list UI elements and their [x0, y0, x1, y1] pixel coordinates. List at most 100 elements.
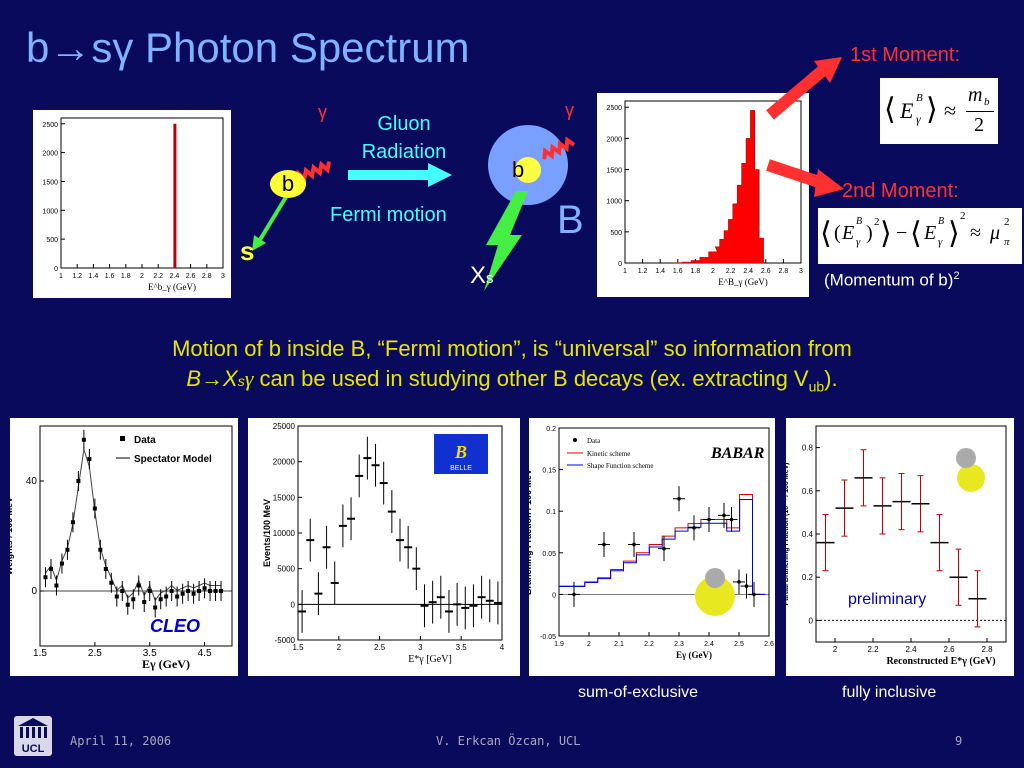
B-meson-label: B	[557, 198, 584, 242]
x-tick-label: 1	[59, 273, 63, 280]
ucl-portico-icon	[18, 718, 48, 738]
x-tick-label: 2	[337, 643, 342, 652]
legend-model: Spectator Model	[134, 454, 212, 465]
x-tick-label: 3.5	[143, 648, 157, 659]
y-axis-label: Weights / 100 MeV	[10, 497, 14, 575]
data-point	[81, 437, 86, 442]
y-tick-label: 2000	[42, 151, 58, 158]
x-tick-label: 1	[623, 268, 627, 275]
data-point	[191, 591, 196, 596]
moment-arrows	[766, 57, 844, 197]
y-tick-label: 0.4	[802, 530, 814, 539]
y-tick-label: 1500	[606, 168, 622, 175]
y-tick-label: 0	[618, 261, 622, 268]
data-point	[752, 592, 756, 597]
y-tick-label: 500	[610, 230, 622, 237]
y-tick-label: 15000	[273, 493, 296, 502]
B-meson-spectrum-plot: 1 1.2 1.4 1.6 1.8 2 2.2 2.4 2.6 2.8 3 0 500 1000 1500 2…	[597, 93, 809, 297]
caption-sum-of-exclusive: sum-of-exclusive	[578, 684, 699, 701]
b-quark-spectrum-plot: 1 1.2 1.4 1.6 1.8 2 2.2 2.4 2.6 2.8 3 0 500 1000 1500 2…	[33, 110, 231, 298]
x-tick-label: 2.8	[779, 268, 789, 275]
belle-logo-box	[434, 434, 488, 474]
x-tick-label: 2.2	[726, 268, 736, 275]
data-point	[65, 547, 70, 552]
y-tick-label: 0	[291, 600, 296, 609]
x-tick-label: 2.6	[186, 273, 196, 280]
x-tick-label: 1.2	[72, 273, 82, 280]
y-tick-label: 25000	[273, 422, 296, 431]
legend-data: Data	[587, 437, 601, 445]
slide-title: b→sγ Photon Spectrum	[26, 24, 470, 72]
x-axis-label: E*γ [GeV]	[408, 654, 452, 665]
footer-page-number: 9	[955, 734, 963, 748]
y-tick-label: -0.05	[540, 634, 556, 641]
data-point	[120, 589, 125, 593]
x-tick-label: 1.6	[105, 273, 115, 280]
x-tick-label: 1.5	[33, 648, 47, 659]
y-tick-label: 0.2	[546, 426, 556, 433]
y-tick-label: 1500	[42, 179, 58, 186]
second-moment-equation: ⟨ ( E B γ ) 2 ⟩ − ⟨ E B γ ⟩ 2 ≈ μ 2 π	[818, 208, 1022, 264]
caption-fully-inclusive: fully inclusive	[842, 684, 937, 701]
y-tick-label: 0	[31, 586, 37, 597]
x-tick-label: 2.4	[704, 641, 714, 648]
y-tick-label: 2500	[42, 122, 58, 129]
data-point	[136, 583, 141, 588]
data-point	[54, 583, 59, 588]
belle-logo-text: BELLE	[450, 465, 472, 472]
data-point	[98, 547, 103, 552]
y-tick-label: 500	[46, 237, 58, 244]
x-tick-label: 2.4	[170, 273, 180, 280]
y-tick-label: 0.6	[802, 487, 814, 496]
data-point	[175, 594, 180, 599]
babar-inclusive-plot: 2 2.2 2.4 2.6 2.8 0 0.2 0.4 0.6 0.8 Reconstructed …	[783, 418, 1014, 676]
photon-squiggle-right	[542, 136, 576, 160]
data-point	[602, 542, 606, 547]
x-tick-label: 1.8	[121, 273, 131, 280]
x-axis-label: Reconstructed E*γ (GeV)	[886, 656, 995, 667]
cleo-plot-svg: 1.5 2.5 3.5 4.5 0 40 Eγ (GeV) Weights / 100 MeV…	[4, 425, 233, 671]
data-point	[125, 602, 130, 607]
shape-function-curve	[559, 499, 766, 595]
y-tick-label: 2500	[606, 105, 622, 112]
data-point	[169, 589, 174, 593]
data-point	[76, 479, 81, 483]
x-tick-label: 1.9	[554, 641, 564, 648]
legend-data-marker	[120, 436, 125, 441]
x-tick-label: 2.2	[867, 645, 879, 654]
y-tick-label: 2000	[606, 136, 622, 143]
cleo-label: CLEO	[150, 616, 200, 636]
y-tick-label: 0.8	[802, 444, 814, 453]
first-moment-arrowhead	[814, 57, 842, 83]
gamma-right-label: γ	[565, 100, 574, 120]
data-point	[202, 586, 207, 591]
babar-exclusive-plot-svg: 1.9 2 2.1 2.2 2.3 2.4 2.5 2.6 -0.05 0 0.05 0.1 0.15 0…	[523, 426, 774, 660]
y-tick-label: 0.05	[542, 551, 556, 558]
x-axis-label: Eγ (GeV)	[142, 657, 190, 671]
x-tick-label: 2	[711, 268, 715, 275]
data-point	[208, 589, 213, 593]
second-moment-label: 2nd Moment:	[842, 180, 959, 202]
title-rest: Photon Spectrum	[133, 24, 470, 71]
data-point	[213, 589, 218, 593]
x-tick-label: 1.6	[673, 268, 683, 275]
data-point	[677, 496, 681, 501]
second-moment-arrow	[766, 159, 824, 189]
title-arrow: →	[49, 24, 92, 71]
data-point	[197, 589, 202, 593]
y-axis-label: Partial Branching Fraction (10⁻⁴ / 100 M…	[786, 463, 790, 606]
y-tick-label: 20000	[273, 458, 296, 467]
data-point	[729, 517, 734, 522]
babar-inclusive-plot-svg: 2 2.2 2.4 2.6 2.8 0 0.2 0.4 0.6 0.8 Reconstructed …	[783, 425, 1007, 667]
y-tick-label: 0	[809, 616, 814, 625]
plot-frame	[558, 427, 770, 637]
legend-kinetic: Kinetic scheme	[587, 450, 630, 458]
plot-frame	[60, 117, 224, 269]
data-point	[92, 506, 97, 511]
data-point	[180, 591, 185, 596]
babar-exclusive-plot: 1.9 2 2.1 2.2 2.3 2.4 2.5 2.6 -0.05 0 0.05 0.1 0.15 0…	[523, 418, 775, 676]
data-point	[186, 589, 191, 593]
x-tick-label: 3	[221, 273, 225, 280]
x-tick-label: 2	[587, 641, 591, 648]
b-in-B-label: b	[512, 157, 525, 182]
